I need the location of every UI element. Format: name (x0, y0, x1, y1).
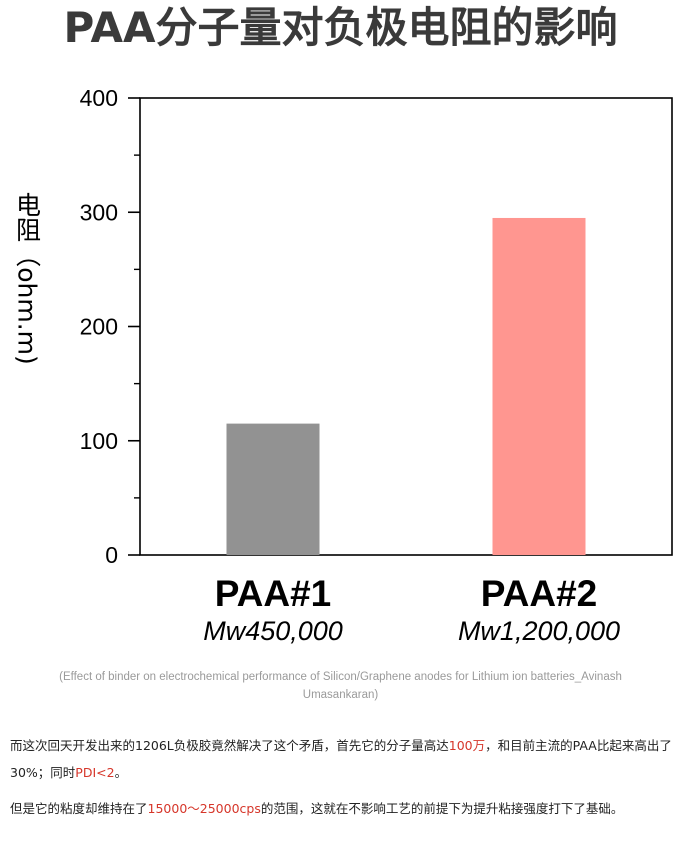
chart-title: PAA分子量对负极电阻的影响 (63, 3, 618, 52)
body-paragraph-2: 但是它的粘度却维持在了15000～25000cps的范围，这就在不影响工艺的前提… (10, 795, 675, 822)
y-tick-label: 200 (80, 314, 118, 340)
paragraph-text: 的范围，这就在不影响工艺的前提下为提升粘接强度打下了基础。 (260, 801, 624, 816)
bar-1 (226, 423, 320, 555)
y-tick-label: 300 (80, 199, 118, 225)
body-paragraph-1: 而这次回天开发出来的1206L负极胶竟然解决了这个矛盾，首先它的分子量高达100… (10, 732, 675, 786)
x-category-label: PAA#1 (215, 573, 332, 614)
highlight-viscosity: 15000～25000cps (147, 801, 261, 816)
paragraph-text: ，和目前主流的PAA比起来高出了30%；同时 (10, 738, 672, 780)
y-axis-label: 电阻（ohm.m) (13, 192, 42, 365)
source-caption: (Effect of binder on electrochemical per… (59, 671, 622, 701)
paragraph-text: 但是它的粘度却维持在了 (10, 801, 148, 816)
highlight-molecular-weight: 100万 (448, 738, 486, 753)
x-category-label: PAA#2 (481, 573, 598, 614)
x-category-sublabel: Mw1,200,000 (458, 616, 620, 646)
plot-frame (139, 97, 673, 556)
paragraph-text: 而这次回天开发出来的1206L负极胶竟然解决了这个矛盾，首先它的分子量高达 (10, 738, 449, 753)
y-tick-label: 100 (80, 428, 118, 454)
y-tick-label: 400 (80, 85, 118, 111)
bar-2 (492, 217, 586, 555)
x-category-sublabel: Mw450,000 (203, 616, 343, 646)
y-tick-label: 0 (105, 542, 118, 568)
paragraph-text: 。 (114, 765, 128, 780)
highlight-pdi: PDI<2 (75, 765, 115, 780)
